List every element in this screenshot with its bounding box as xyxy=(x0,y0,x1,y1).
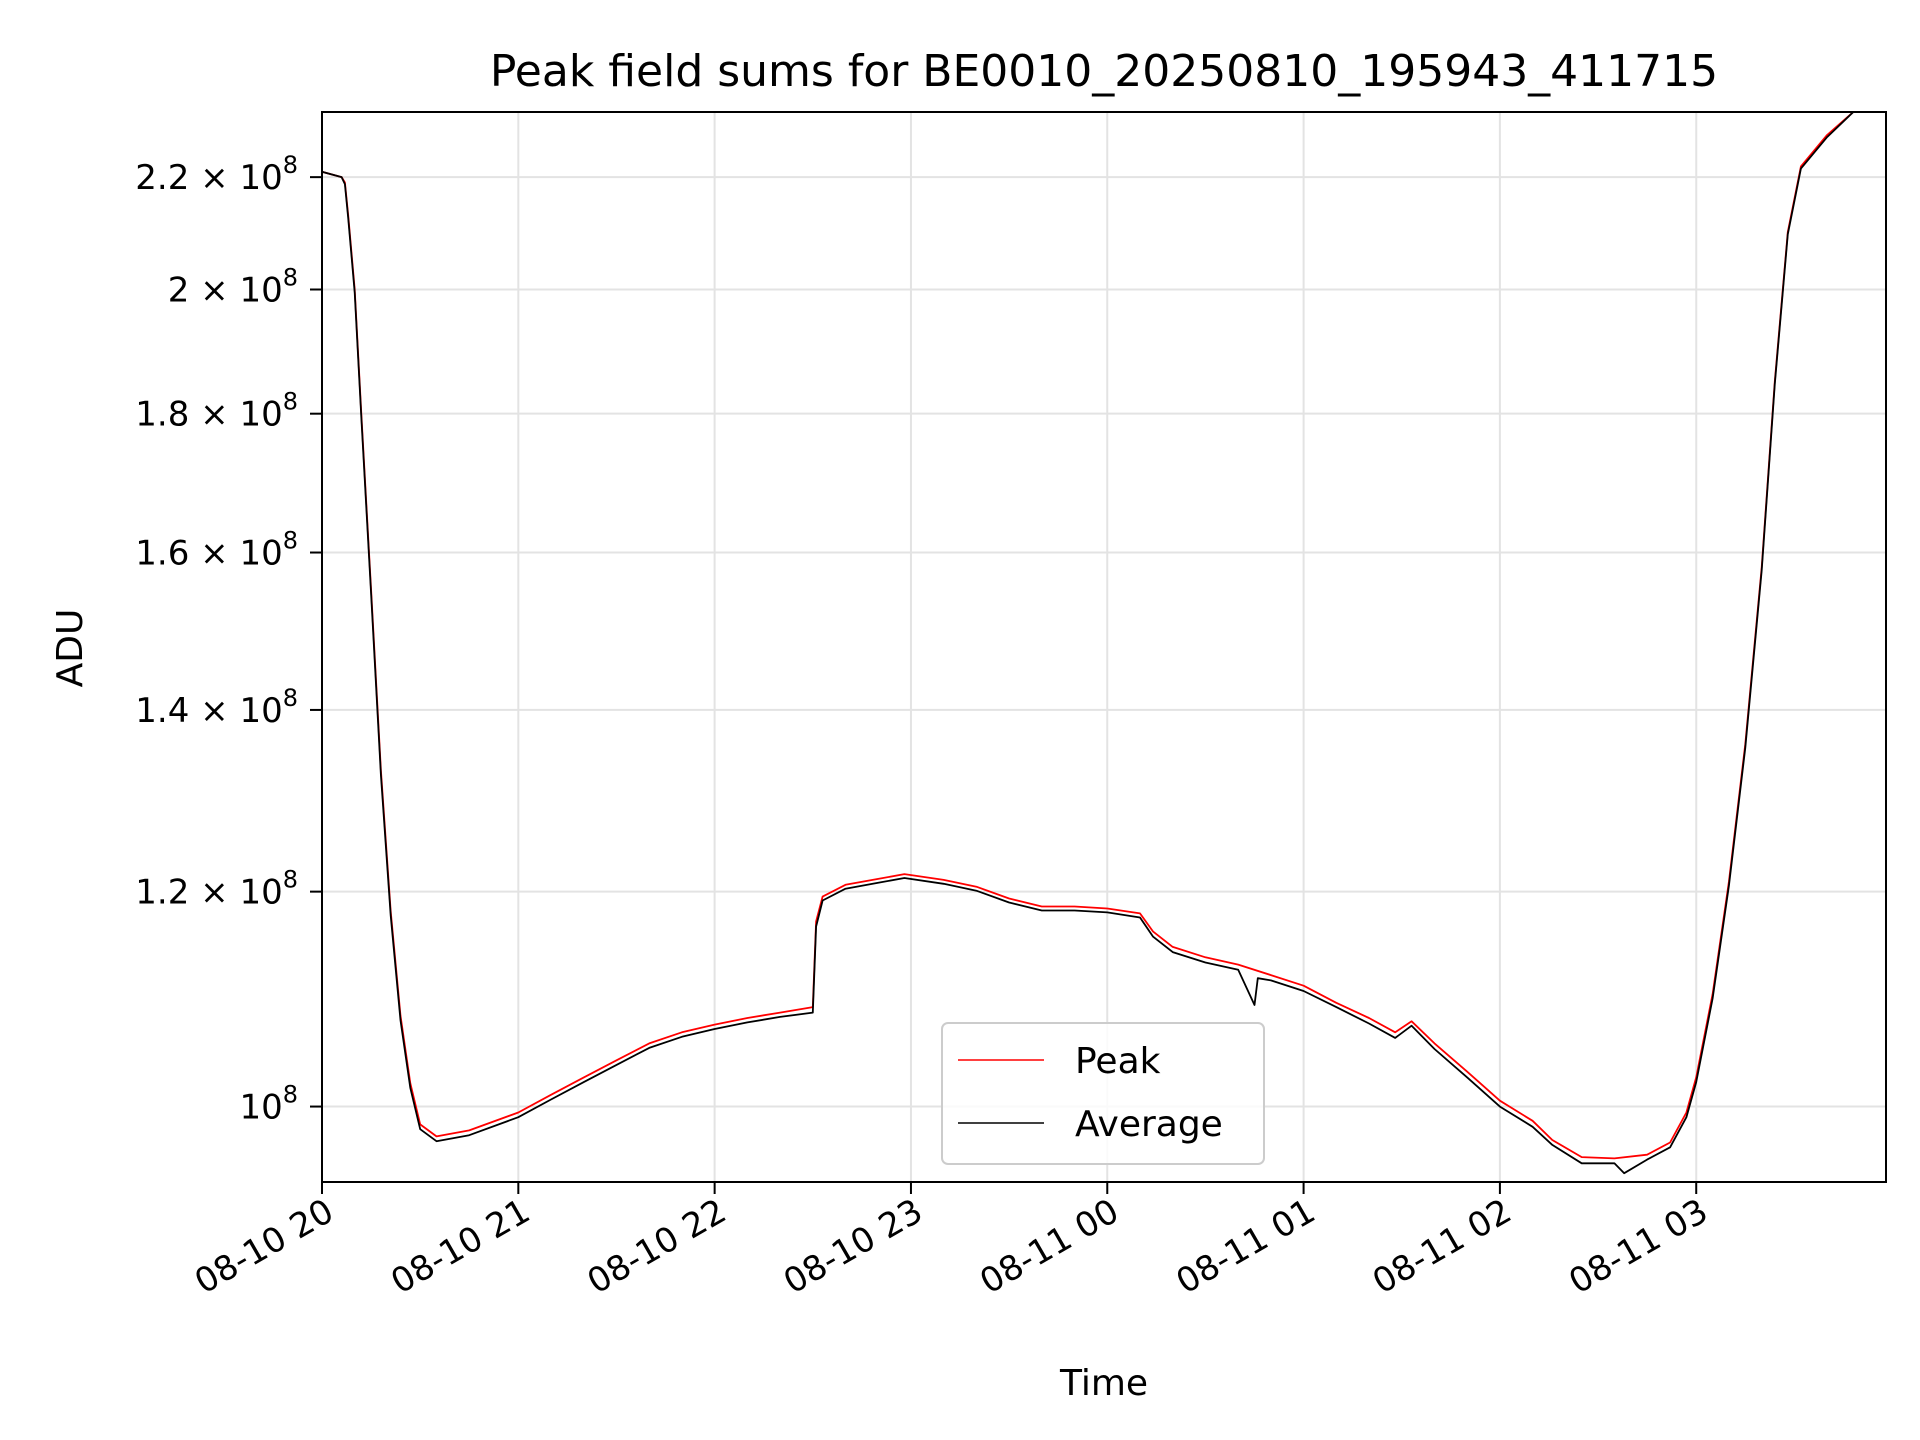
y-tick-exponent: 8 xyxy=(283,527,298,555)
y-tick-label: 108 xyxy=(239,1081,298,1128)
y-tick-mantissa: 1.2 × 10 xyxy=(135,873,282,913)
y-tick-label: 1.6 × 108 xyxy=(135,527,298,574)
y-tick-mantissa: 2.2 × 10 xyxy=(135,158,282,198)
y-tick-mantissa: 1.4 × 10 xyxy=(135,691,282,731)
series-line-average xyxy=(322,112,1854,1175)
y-tick-exponent: 8 xyxy=(283,1081,298,1109)
y-axis-label: ADU xyxy=(50,609,91,688)
y-tick-exponent: 8 xyxy=(283,866,298,894)
y-tick-exponent: 8 xyxy=(283,263,298,291)
y-tick-mantissa: 2 × 10 xyxy=(168,270,283,310)
series-line-peak xyxy=(322,112,1854,1160)
y-tick-mantissa: 1.6 × 10 xyxy=(135,534,282,574)
legend-box xyxy=(941,1022,1265,1165)
y-tick-label: 2.2 × 108 xyxy=(135,151,298,198)
plot-frame xyxy=(321,111,1887,1183)
legend-label-average: Average xyxy=(1075,1104,1223,1145)
legend-label-peak: Peak xyxy=(1075,1041,1161,1082)
y-tick-exponent: 8 xyxy=(283,151,298,179)
y-tick-mantissa: 10 xyxy=(239,1088,282,1128)
grid xyxy=(321,112,1886,1182)
y-tick-exponent: 8 xyxy=(283,388,298,416)
y-tick-label: 1.4 × 108 xyxy=(135,684,298,731)
series-layer xyxy=(322,112,1854,1175)
y-tick-exponent: 8 xyxy=(283,684,298,712)
y-tick-label: 1.8 × 108 xyxy=(135,388,298,435)
y-tick-label: 1.2 × 108 xyxy=(135,866,298,913)
legend: Peak Average xyxy=(941,1022,1265,1165)
y-tick-label: 2 × 108 xyxy=(168,263,298,310)
y-tick-mantissa: 1.8 × 10 xyxy=(135,395,282,435)
x-axis-label: Time xyxy=(1059,1363,1148,1404)
chart-title: Peak field sums for BE0010_20250810_1959… xyxy=(490,46,1718,97)
